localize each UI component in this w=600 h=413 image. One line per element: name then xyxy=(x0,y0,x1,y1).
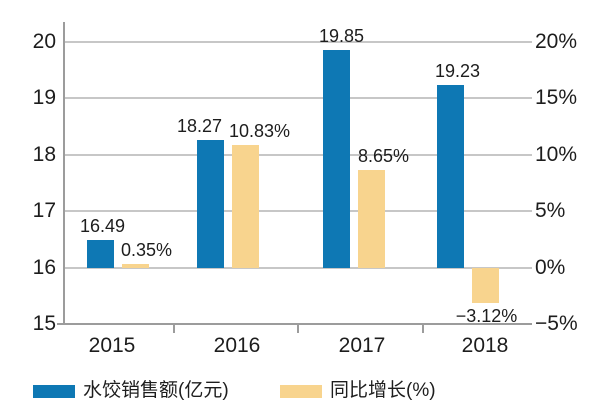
legend-label-sales: 水饺销售额(亿元) xyxy=(83,380,229,401)
left-axis-tick-label: 19 xyxy=(32,86,56,110)
y-axis-line xyxy=(63,22,65,325)
x-axis-tick xyxy=(297,324,299,333)
right-axis-tick-label: 20% xyxy=(535,30,578,53)
gridline xyxy=(64,153,532,156)
bar-sales-2016 xyxy=(197,139,224,268)
bar-label-sales-2016: 18.27 xyxy=(176,115,223,136)
gridline xyxy=(64,266,532,269)
left-axis-tick-label: 18 xyxy=(32,142,56,166)
right-axis-tick-label: 0% xyxy=(535,255,566,279)
right-axis-tick-label: 5% xyxy=(535,199,566,223)
bar-sales-2017 xyxy=(323,50,350,268)
bar-label-growth-2015: 0.35% xyxy=(120,239,173,260)
legend-item-growth: 同比增长(%) xyxy=(280,376,436,406)
category-label-2018: 2018 xyxy=(461,334,509,357)
bar-growth-2015 xyxy=(122,263,149,268)
gridline xyxy=(64,97,532,100)
bar-sales-2018 xyxy=(437,85,464,268)
right-axis-tick-label: −5% xyxy=(535,312,578,335)
bar-label-sales-2018: 19.23 xyxy=(434,61,481,82)
category-label-2015: 2015 xyxy=(88,334,136,357)
gridline xyxy=(64,41,532,43)
bar-growth-2016 xyxy=(232,145,259,268)
bar-label-sales-2017: 19.85 xyxy=(318,26,365,47)
category-label-2016: 2016 xyxy=(213,334,261,357)
legend-swatch-sales xyxy=(33,384,75,398)
bar-label-growth-2016: 10.83% xyxy=(228,121,291,142)
right-axis-tick-label: 10% xyxy=(535,142,578,166)
bar-label-growth-2017: 8.65% xyxy=(357,146,410,167)
legend-swatch-growth xyxy=(280,384,322,398)
right-axis-tick-label: 15% xyxy=(535,86,578,110)
bar-sales-2015 xyxy=(87,239,114,268)
legend: 水饺销售额(亿元) 同比增长(%) xyxy=(0,376,600,406)
left-axis-tick-label: 15 xyxy=(32,312,56,335)
bar-label-growth-2018: −3.12% xyxy=(455,305,518,326)
legend-item-sales: 水饺销售额(亿元) xyxy=(33,376,229,406)
gridline xyxy=(64,210,532,213)
x-axis-tick xyxy=(422,324,424,333)
bar-label-sales-2015: 16.49 xyxy=(79,215,126,236)
x-axis-line xyxy=(57,323,532,325)
legend-label-growth: 同比增长(%) xyxy=(330,380,436,401)
bar-growth-2017 xyxy=(358,170,385,268)
category-label-2017: 2017 xyxy=(338,334,386,357)
bar-growth-2018 xyxy=(472,267,499,303)
left-axis-tick-label: 16 xyxy=(32,255,56,279)
x-axis-tick xyxy=(173,324,175,333)
left-axis-tick-label: 17 xyxy=(32,199,56,223)
left-axis-tick-label: 20 xyxy=(32,30,56,53)
